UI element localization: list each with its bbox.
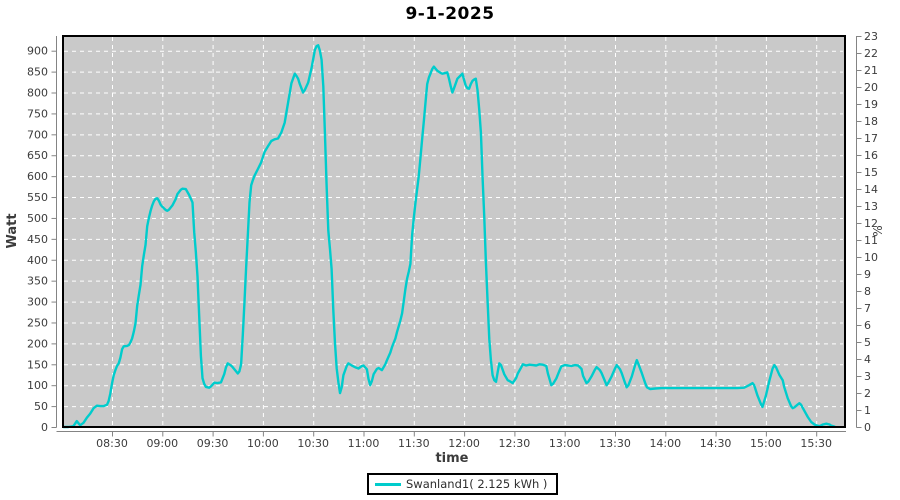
svg-text:6: 6 — [864, 319, 871, 332]
svg-text:15: 15 — [864, 166, 878, 179]
plot-border — [62, 35, 846, 428]
svg-text:900: 900 — [27, 45, 48, 58]
svg-text:11:00: 11:00 — [348, 437, 380, 450]
svg-text:9: 9 — [864, 268, 871, 281]
svg-text:3: 3 — [864, 370, 871, 383]
svg-text:10:00: 10:00 — [247, 437, 279, 450]
svg-text:200: 200 — [27, 337, 48, 350]
svg-text:2: 2 — [864, 387, 871, 400]
svg-text:300: 300 — [27, 296, 48, 309]
svg-text:23: 23 — [864, 30, 878, 43]
svg-text:13: 13 — [864, 200, 878, 213]
svg-text:150: 150 — [27, 358, 48, 371]
svg-text:14:00: 14:00 — [649, 437, 681, 450]
svg-text:18: 18 — [864, 115, 878, 128]
svg-text:8: 8 — [864, 285, 871, 298]
svg-text:0: 0 — [41, 421, 48, 434]
legend: Swanland1( 2.125 kWh ) — [367, 473, 559, 495]
svg-text:08:30: 08:30 — [96, 437, 128, 450]
svg-text:19: 19 — [864, 98, 878, 111]
svg-text:15:00: 15:00 — [750, 437, 782, 450]
legend-line-swatch — [375, 482, 401, 486]
svg-text:650: 650 — [27, 149, 48, 162]
svg-text:7: 7 — [864, 302, 871, 315]
svg-text:10:30: 10:30 — [297, 437, 329, 450]
svg-text:21: 21 — [864, 64, 878, 77]
svg-text:09:00: 09:00 — [146, 437, 178, 450]
svg-text:14:30: 14:30 — [700, 437, 732, 450]
svg-text:750: 750 — [27, 107, 48, 120]
svg-text:13:00: 13:00 — [549, 437, 581, 450]
chart-title: 9-1-2025 — [405, 4, 495, 24]
svg-text:800: 800 — [27, 87, 48, 100]
svg-text:16: 16 — [864, 149, 878, 162]
svg-text:500: 500 — [27, 212, 48, 225]
plot-area — [63, 36, 845, 427]
svg-text:13:30: 13:30 — [599, 437, 631, 450]
svg-text:10: 10 — [864, 251, 878, 264]
gridlines — [64, 37, 843, 426]
svg-text:22: 22 — [864, 47, 878, 60]
svg-text:700: 700 — [27, 128, 48, 141]
svg-text:350: 350 — [27, 275, 48, 288]
svg-text:12:30: 12:30 — [499, 437, 531, 450]
svg-text:17: 17 — [864, 132, 878, 145]
svg-text:450: 450 — [27, 233, 48, 246]
svg-text:850: 850 — [27, 66, 48, 79]
svg-text:12:00: 12:00 — [448, 437, 480, 450]
svg-text:11: 11 — [864, 234, 878, 247]
svg-text:1: 1 — [864, 404, 871, 417]
svg-text:400: 400 — [27, 254, 48, 267]
left-axis-title: Watt — [5, 213, 20, 248]
svg-text:5: 5 — [864, 336, 871, 349]
legend-series-label: Swanland1( 2.125 kWh ) — [406, 477, 548, 491]
x-axis-title: time — [435, 451, 468, 466]
axis-lines — [51, 36, 862, 437]
series-line — [62, 44, 836, 429]
svg-text:250: 250 — [27, 316, 48, 329]
svg-text:11:30: 11:30 — [398, 437, 430, 450]
svg-text:12: 12 — [864, 217, 878, 230]
svg-text:100: 100 — [27, 379, 48, 392]
svg-text:15:30: 15:30 — [800, 437, 832, 450]
svg-text:600: 600 — [27, 170, 48, 183]
svg-text:50: 50 — [34, 400, 48, 413]
svg-text:20: 20 — [864, 81, 878, 94]
svg-text:4: 4 — [864, 353, 871, 366]
svg-text:0: 0 — [864, 421, 871, 434]
svg-text:550: 550 — [27, 191, 48, 204]
svg-text:09:30: 09:30 — [197, 437, 229, 450]
axis-tick-labels: 0501001502002503003504004505005506006507… — [27, 30, 878, 450]
svg-text:14: 14 — [864, 183, 878, 196]
right-axis-title: % — [871, 225, 885, 236]
